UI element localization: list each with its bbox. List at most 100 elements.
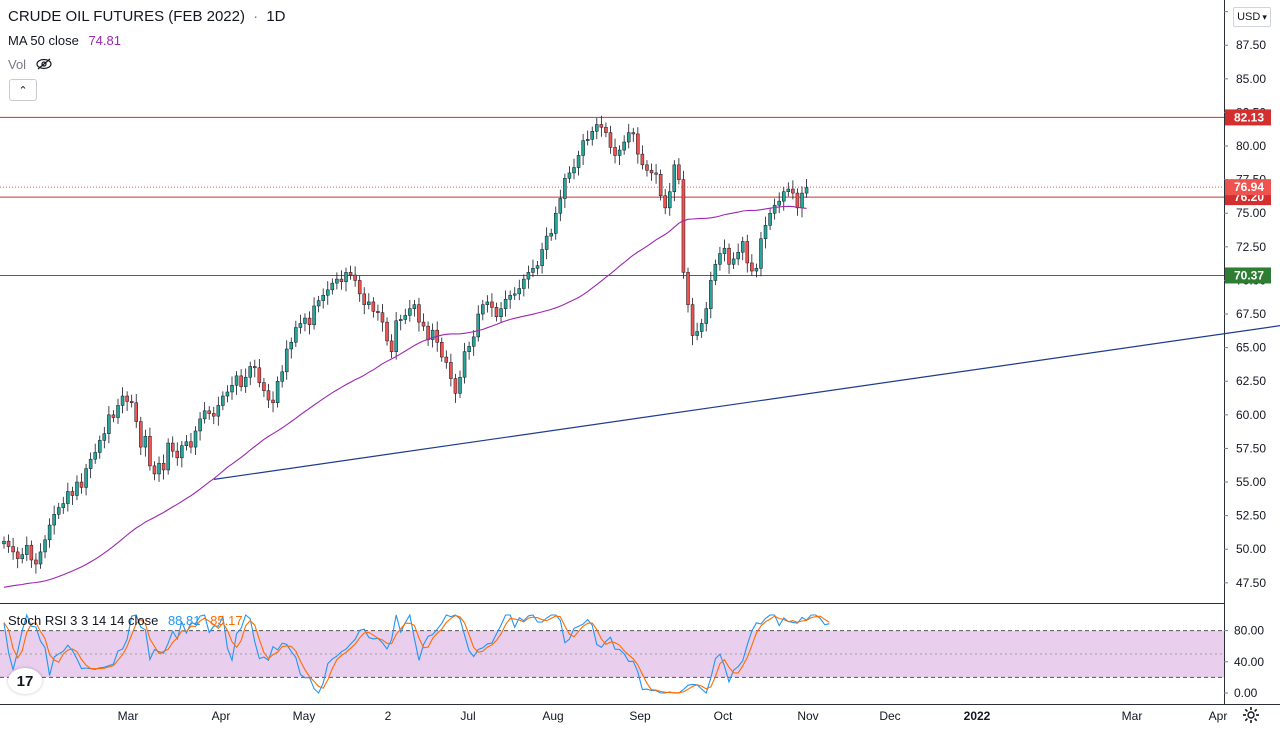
symbol-legend[interactable]: CRUDE OIL FUTURES (FEB 2022) · 1D (8, 8, 286, 25)
candle-body (20, 554, 24, 559)
candle-body (175, 450, 180, 459)
candle-body (303, 317, 307, 324)
candle-body (772, 204, 777, 214)
time-tick-label: Apr (1209, 709, 1228, 723)
candle-body (56, 507, 61, 515)
ma-legend[interactable]: MA 50 close 74.81 (8, 33, 121, 48)
candle-body (699, 323, 704, 332)
candle-body (549, 233, 553, 237)
candle-body (253, 366, 257, 369)
settings-gear-icon[interactable] (1241, 705, 1261, 725)
candle-body (11, 546, 15, 553)
volume-legend[interactable]: Vol (8, 57, 52, 73)
candle-body (312, 305, 316, 326)
interval-label[interactable]: 1D (266, 8, 286, 25)
candle-body (184, 441, 189, 447)
candle-body (622, 141, 626, 151)
candle-body (294, 327, 298, 343)
ma-label: MA 50 close (8, 33, 79, 48)
candle-body (398, 319, 403, 322)
candle-body (330, 282, 335, 291)
candle-body (458, 376, 462, 394)
candle-body (686, 272, 690, 305)
candle-body (152, 465, 157, 475)
collapse-legend-button[interactable]: ⌃ (9, 79, 37, 101)
time-tick-label: Jul (460, 709, 475, 723)
candle-body (631, 132, 636, 135)
candle-body (93, 452, 97, 460)
time-tick-label: Mar (1122, 709, 1143, 723)
candle-body (234, 375, 239, 386)
time-tick-label: Nov (797, 709, 818, 723)
candle-body (782, 191, 786, 202)
candle-body (636, 133, 640, 155)
stoch-legend[interactable]: Stoch RSI 3 3 14 14 close 88.81 85.17 (8, 613, 243, 628)
candle-body (695, 331, 699, 336)
candle-body (111, 414, 116, 418)
candle-body (344, 272, 348, 283)
time-tick-label: Oct (714, 709, 733, 723)
candle-body (540, 249, 544, 266)
candle-body (280, 371, 284, 382)
candle-body (613, 147, 617, 156)
candle-body (139, 421, 143, 448)
symbol-title[interactable]: CRUDE OIL FUTURES (FEB 2022) (8, 8, 245, 25)
time-tick-label: May (293, 709, 316, 723)
price-tick-label: 85.00 (1236, 72, 1266, 86)
candle-body (120, 395, 125, 406)
candle-body (239, 375, 243, 387)
candle-body (563, 178, 567, 199)
stoch-tick-label: 40.00 (1234, 655, 1264, 669)
candle-body (248, 366, 252, 378)
candle-body (357, 280, 362, 295)
candle-body (107, 414, 111, 434)
candle-body (102, 433, 107, 441)
candle-body (380, 312, 385, 323)
candle-body (462, 351, 467, 378)
candle-body (704, 308, 708, 324)
candle-body (690, 304, 695, 336)
candle-body (143, 436, 148, 448)
candle-body (376, 311, 380, 313)
candle-body (522, 278, 526, 289)
candle-body (617, 149, 622, 156)
candle-body (585, 139, 590, 141)
candle-body (654, 172, 658, 175)
level-tag-label: 82.13 (1234, 110, 1264, 124)
candle-body (275, 380, 280, 403)
price-tick-label: 55.00 (1236, 475, 1266, 489)
vol-label: Vol (8, 57, 27, 72)
candle-body (759, 238, 763, 269)
price-tick-label: 65.00 (1236, 341, 1266, 355)
candles (2, 115, 809, 574)
candle-body (25, 544, 29, 555)
candle-body (736, 251, 740, 260)
candle-body (595, 124, 599, 132)
candle-body (166, 442, 170, 471)
last-price-tag-label: 76.94 (1234, 180, 1264, 194)
candle-body (321, 294, 325, 301)
eye-hidden-icon[interactable] (36, 58, 52, 73)
currency-selector[interactable]: USD ▾ (1233, 7, 1271, 27)
candle-body (558, 198, 563, 214)
candle-body (503, 299, 508, 309)
candle-body (481, 304, 485, 315)
candle-body (544, 235, 549, 250)
stoch-tick-label: 0.00 (1234, 686, 1258, 700)
candle-body (476, 313, 480, 338)
candle-body (718, 253, 722, 265)
candle-body (371, 301, 376, 312)
candle-body (668, 191, 672, 209)
candle-body (70, 491, 75, 496)
price-tick-label: 62.50 (1236, 374, 1266, 388)
tradingview-logo[interactable]: 17 (8, 668, 42, 694)
time-tick-label: 2 (385, 709, 392, 723)
stoch-label: Stoch RSI 3 3 14 14 close (8, 613, 159, 628)
candle-body (207, 410, 211, 414)
chevron-down-icon: ▾ (1262, 11, 1267, 22)
candle-body (289, 342, 294, 350)
candle-body (216, 405, 221, 417)
candle-body (535, 265, 540, 269)
candle-body (713, 264, 718, 281)
